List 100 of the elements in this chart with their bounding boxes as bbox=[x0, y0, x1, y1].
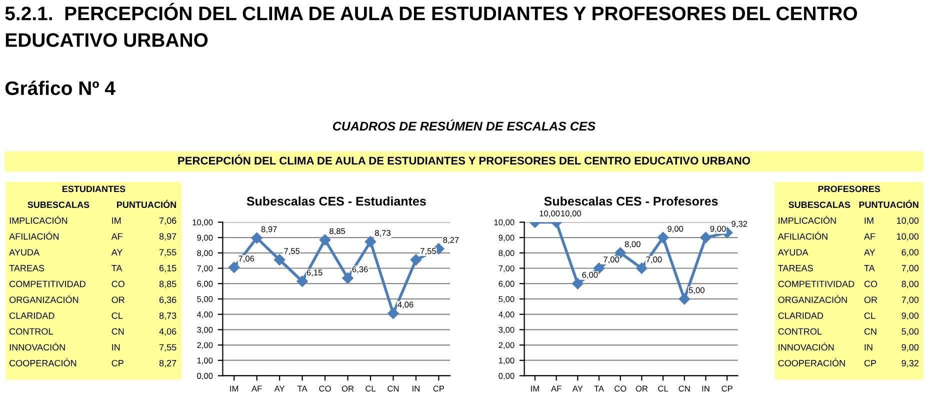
y-tick-label: 0,00 bbox=[498, 372, 514, 380]
text: Gráfico Nº 4 bbox=[5, 80, 116, 96]
data-label: 9,32 bbox=[732, 220, 748, 228]
text: TA bbox=[112, 265, 122, 272]
text: 7,00 bbox=[902, 296, 919, 304]
data-label: 9,00 bbox=[710, 226, 726, 233]
text: PUNTUACIÓN bbox=[859, 200, 918, 208]
x-tick-label: IM bbox=[531, 386, 539, 392]
text: CONTROL bbox=[778, 328, 822, 335]
text: 7,55 bbox=[159, 249, 176, 257]
y-tick-label: 6,00 bbox=[498, 280, 514, 288]
y-tick-label: 9,00 bbox=[197, 234, 213, 242]
point bbox=[319, 234, 331, 246]
text: PUNTUACIÓN bbox=[117, 200, 176, 208]
point bbox=[700, 232, 712, 244]
text: CO bbox=[112, 280, 124, 288]
text: CO bbox=[864, 280, 878, 288]
data-label: 7,55 bbox=[420, 248, 436, 255]
y-tick-label: 1,00 bbox=[197, 358, 213, 364]
text: TAREAS bbox=[778, 264, 813, 272]
x-tick-label: AF bbox=[551, 386, 562, 392]
x-tick-label: AY bbox=[572, 386, 583, 392]
x-tick-label: TA bbox=[297, 386, 308, 392]
text: COOPERACIÓN bbox=[10, 358, 76, 366]
text: 6,36 bbox=[159, 296, 176, 304]
point bbox=[364, 236, 376, 248]
x-tick-label: CL bbox=[366, 386, 376, 392]
text: CLARIDAD bbox=[10, 312, 54, 319]
data-label: 6,15 bbox=[306, 270, 322, 276]
text: CL bbox=[864, 312, 876, 319]
text: 8,97 bbox=[159, 233, 176, 241]
y-tick-label: 7,00 bbox=[498, 265, 514, 272]
text: PROFESORES bbox=[818, 186, 880, 192]
text: 9,32 bbox=[902, 360, 918, 368]
y-tick-label: 1,00 bbox=[499, 358, 514, 364]
point bbox=[636, 262, 648, 274]
y-tick-label: 3,00 bbox=[498, 326, 514, 334]
text: COMPETITIVIDAD bbox=[778, 280, 854, 288]
point bbox=[388, 308, 399, 319]
text: TA bbox=[864, 265, 875, 272]
text: 5.2.1. PERCEPCIÓN DEL CLIMA DE AULA DE ESTUDIANTES Y PROFESORES DEL CENTRO EDUCATIVO URBANO bbox=[5, 2, 858, 47]
data-label: 6,36 bbox=[352, 266, 368, 274]
x-tick-label: CN bbox=[388, 386, 399, 392]
y-tick-label: 6,00 bbox=[197, 280, 213, 288]
x-tick-label: AF bbox=[252, 386, 262, 392]
y-tick-label: 0,00 bbox=[197, 372, 213, 380]
data-label: 7,00 bbox=[646, 256, 662, 264]
x-tick-label: OR bbox=[342, 386, 354, 392]
text: 8,27 bbox=[159, 360, 176, 368]
text: IM bbox=[864, 218, 874, 224]
data-label: 10,00 bbox=[540, 210, 560, 218]
text: CLARIDAD bbox=[778, 312, 824, 319]
y-tick-label: 9,00 bbox=[498, 234, 514, 242]
data-label: 8,97 bbox=[261, 226, 277, 234]
y-tick-label: 5,00 bbox=[197, 296, 213, 304]
data-label: 10,00 bbox=[561, 210, 582, 218]
point bbox=[228, 262, 240, 273]
text: ORGANIZACIÓN bbox=[778, 295, 847, 303]
text: AF bbox=[111, 233, 123, 240]
y-tick-label: 4,00 bbox=[196, 312, 213, 318]
text: CN bbox=[112, 328, 124, 335]
y-tick-label: 8,00 bbox=[498, 250, 514, 257]
data-label: 8,27 bbox=[443, 237, 459, 244]
text: IMPLICACIÓN bbox=[10, 216, 68, 224]
text: INNOVACIÓN bbox=[778, 342, 834, 351]
data-label: 8,85 bbox=[330, 228, 346, 236]
x-tick-label: TA bbox=[594, 386, 604, 392]
text: IMPLICACIÓN bbox=[778, 216, 836, 224]
text: AY bbox=[111, 249, 123, 256]
text: AYUDA bbox=[778, 249, 808, 256]
text: ORGANIZACIÓN bbox=[10, 295, 78, 303]
text: PERCEPCIÓN DEL CLIMA DE AULA DE ESTUDIANTES Y PROFESORES DEL CENTRO EDUCATIVO URBANO bbox=[178, 154, 750, 165]
y-tick-label: 5,00 bbox=[498, 296, 514, 304]
text: 8,73 bbox=[159, 312, 176, 320]
data-label: 4,06 bbox=[398, 302, 414, 309]
x-tick-label: CP bbox=[722, 386, 732, 392]
text: 8,00 bbox=[902, 280, 919, 288]
text: OR bbox=[864, 296, 878, 303]
y-tick-label: 10,00 bbox=[494, 219, 514, 226]
y-tick-label: 8,00 bbox=[197, 250, 213, 257]
text: IN bbox=[864, 344, 872, 350]
text: 6,15 bbox=[159, 264, 176, 272]
text: 7,00 bbox=[902, 264, 919, 272]
text: 10,00 bbox=[897, 217, 919, 225]
point bbox=[657, 232, 669, 244]
text: 9,00 bbox=[902, 312, 919, 320]
point bbox=[274, 254, 286, 266]
text: 7,55 bbox=[159, 344, 176, 352]
x-tick-label: IN bbox=[702, 386, 710, 392]
text: 9,00 bbox=[902, 344, 919, 352]
data-label: 6,00 bbox=[582, 272, 598, 279]
x-tick-label: CO bbox=[319, 386, 331, 392]
text: AY bbox=[864, 249, 876, 256]
point bbox=[572, 278, 584, 290]
text: AF bbox=[864, 233, 876, 240]
chart-title: Subescalas CES - Profesores bbox=[544, 196, 718, 206]
x-tick-label: IM bbox=[230, 386, 238, 392]
y-tick-label: 2,00 bbox=[197, 342, 213, 350]
x-tick-label: OR bbox=[636, 386, 648, 392]
data-label: 8,73 bbox=[375, 230, 391, 237]
